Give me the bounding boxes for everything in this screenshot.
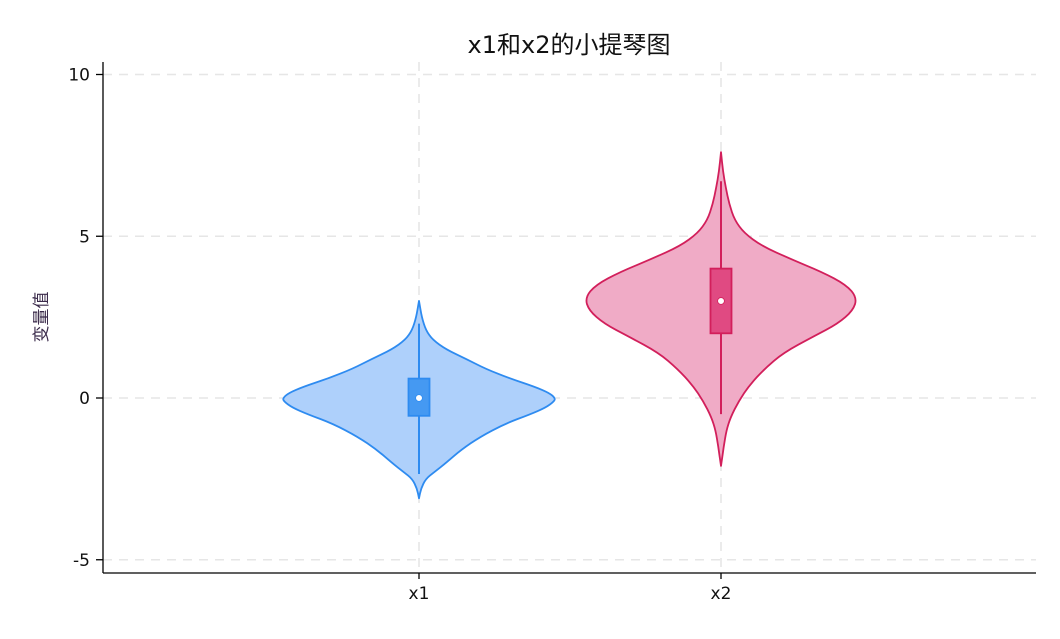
- y-tick-label-2: 5: [79, 227, 90, 247]
- x-tick-label-1: x2: [711, 584, 732, 604]
- violin-layer: [282, 151, 857, 500]
- chart-title: x1和x2的小提琴图: [468, 31, 671, 59]
- y-tick-label-3: 10: [68, 66, 90, 86]
- axes-layer: -5 0 5 10 x1 x2: [68, 62, 1036, 604]
- y-tick-label-1: 0: [79, 389, 90, 409]
- grid-layer: [103, 62, 1036, 573]
- y-tick-label-0: -5: [73, 551, 90, 571]
- median-point-x2: [717, 297, 725, 305]
- median-point-x1: [415, 394, 423, 402]
- x-tick-label-0: x1: [409, 584, 430, 604]
- y-axis-label: 变量值: [32, 292, 52, 343]
